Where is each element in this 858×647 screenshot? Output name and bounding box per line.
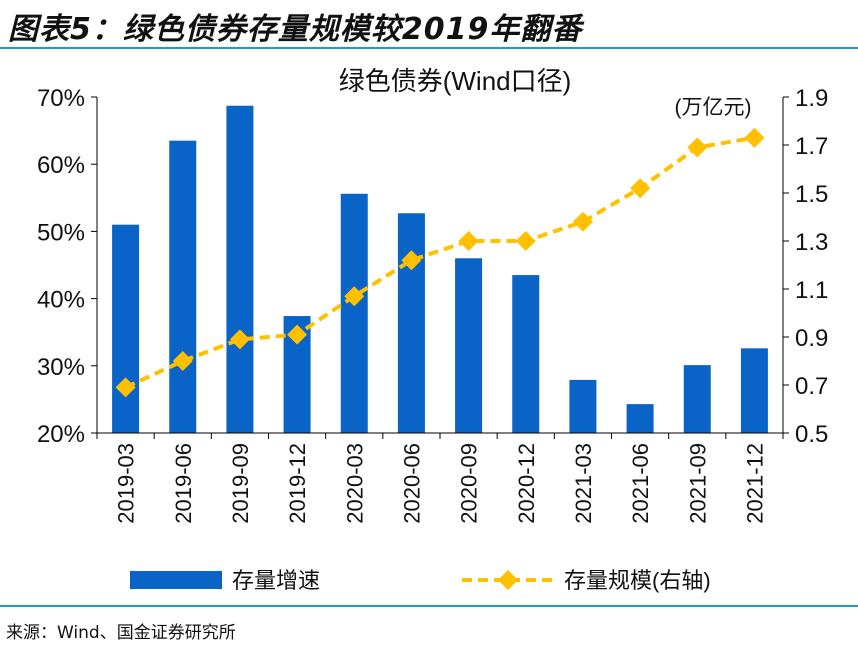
right-tick-label: 1.1 <box>795 277 828 304</box>
line-point-2020-12 <box>515 231 536 251</box>
left-tick-label: 40% <box>37 287 85 314</box>
bar-2019-03 <box>112 224 140 433</box>
right-tick-label: 0.7 <box>795 373 828 400</box>
right-tick-label: 1.9 <box>795 85 828 112</box>
x-tick-label: 2019-06 <box>171 443 196 524</box>
line-point-2019-03 <box>115 377 136 398</box>
left-tick-label: 50% <box>37 219 85 246</box>
line-series <box>124 135 755 390</box>
line-point-2019-09 <box>229 329 250 350</box>
x-tick-label: 2020-03 <box>342 443 367 524</box>
source-note: 来源：Wind、国金证券研究所 <box>6 623 236 643</box>
bar-2019-06 <box>169 140 197 433</box>
line-point-2021-06 <box>630 178 651 199</box>
line-point-2021-09 <box>687 137 708 158</box>
legend-bar-label: 存量增速 <box>232 568 320 593</box>
legend-bar-swatch <box>130 571 222 589</box>
bar-2020-09 <box>455 258 483 433</box>
line-point-2019-12 <box>287 324 308 345</box>
left-tick-label: 30% <box>37 354 85 381</box>
bar-2020-03 <box>340 193 368 433</box>
line-point-2019-06 <box>172 351 193 371</box>
bar-2021-12 <box>740 348 768 433</box>
legend-line-label: 存量规模(右轴) <box>564 568 711 593</box>
x-tick-label: 2020-09 <box>457 443 482 524</box>
x-tick-label: 2020-06 <box>399 443 424 524</box>
line-point-2020-09 <box>458 231 479 251</box>
chart-title: 绿色债券(Wind口径) <box>339 66 572 96</box>
right-axis-unit: (万亿元) <box>675 96 752 119</box>
legend-line-marker <box>498 570 518 590</box>
x-tick-label: 2021-12 <box>742 443 767 524</box>
figure-title: 图表5：绿色债券存量规模较2019年翻番 <box>8 12 583 47</box>
line-point-2021-12 <box>744 127 765 148</box>
left-tick-label: 60% <box>37 152 85 179</box>
bar-2021-03 <box>569 379 597 433</box>
right-tick-label: 0.5 <box>795 421 828 448</box>
x-tick-label: 2020-12 <box>514 443 539 524</box>
left-tick-label: 20% <box>37 421 85 448</box>
right-tick-label: 1.3 <box>795 229 828 256</box>
x-tick-label: 2021-03 <box>571 443 596 524</box>
bar-2020-06 <box>397 213 425 433</box>
left-tick-label: 70% <box>37 85 85 112</box>
bar-2020-12 <box>512 275 540 433</box>
bottom-rule <box>0 605 858 607</box>
bar-2021-09 <box>683 365 711 433</box>
line-point-2020-03 <box>344 286 365 307</box>
x-tick-label: 2019-12 <box>285 443 310 524</box>
line-point-2020-06 <box>401 250 422 271</box>
line-point-2021-03 <box>572 211 593 232</box>
x-tick-label: 2021-06 <box>628 443 653 524</box>
right-tick-label: 0.9 <box>795 325 828 352</box>
right-tick-label: 1.5 <box>795 181 828 208</box>
right-tick-label: 1.7 <box>795 133 828 160</box>
x-tick-label: 2019-03 <box>114 443 139 524</box>
x-tick-label: 2021-09 <box>685 443 710 524</box>
x-tick-label: 2019-09 <box>228 443 253 524</box>
bar-2021-06 <box>626 404 654 433</box>
bar-2019-09 <box>226 105 254 434</box>
top-rule <box>0 47 858 49</box>
